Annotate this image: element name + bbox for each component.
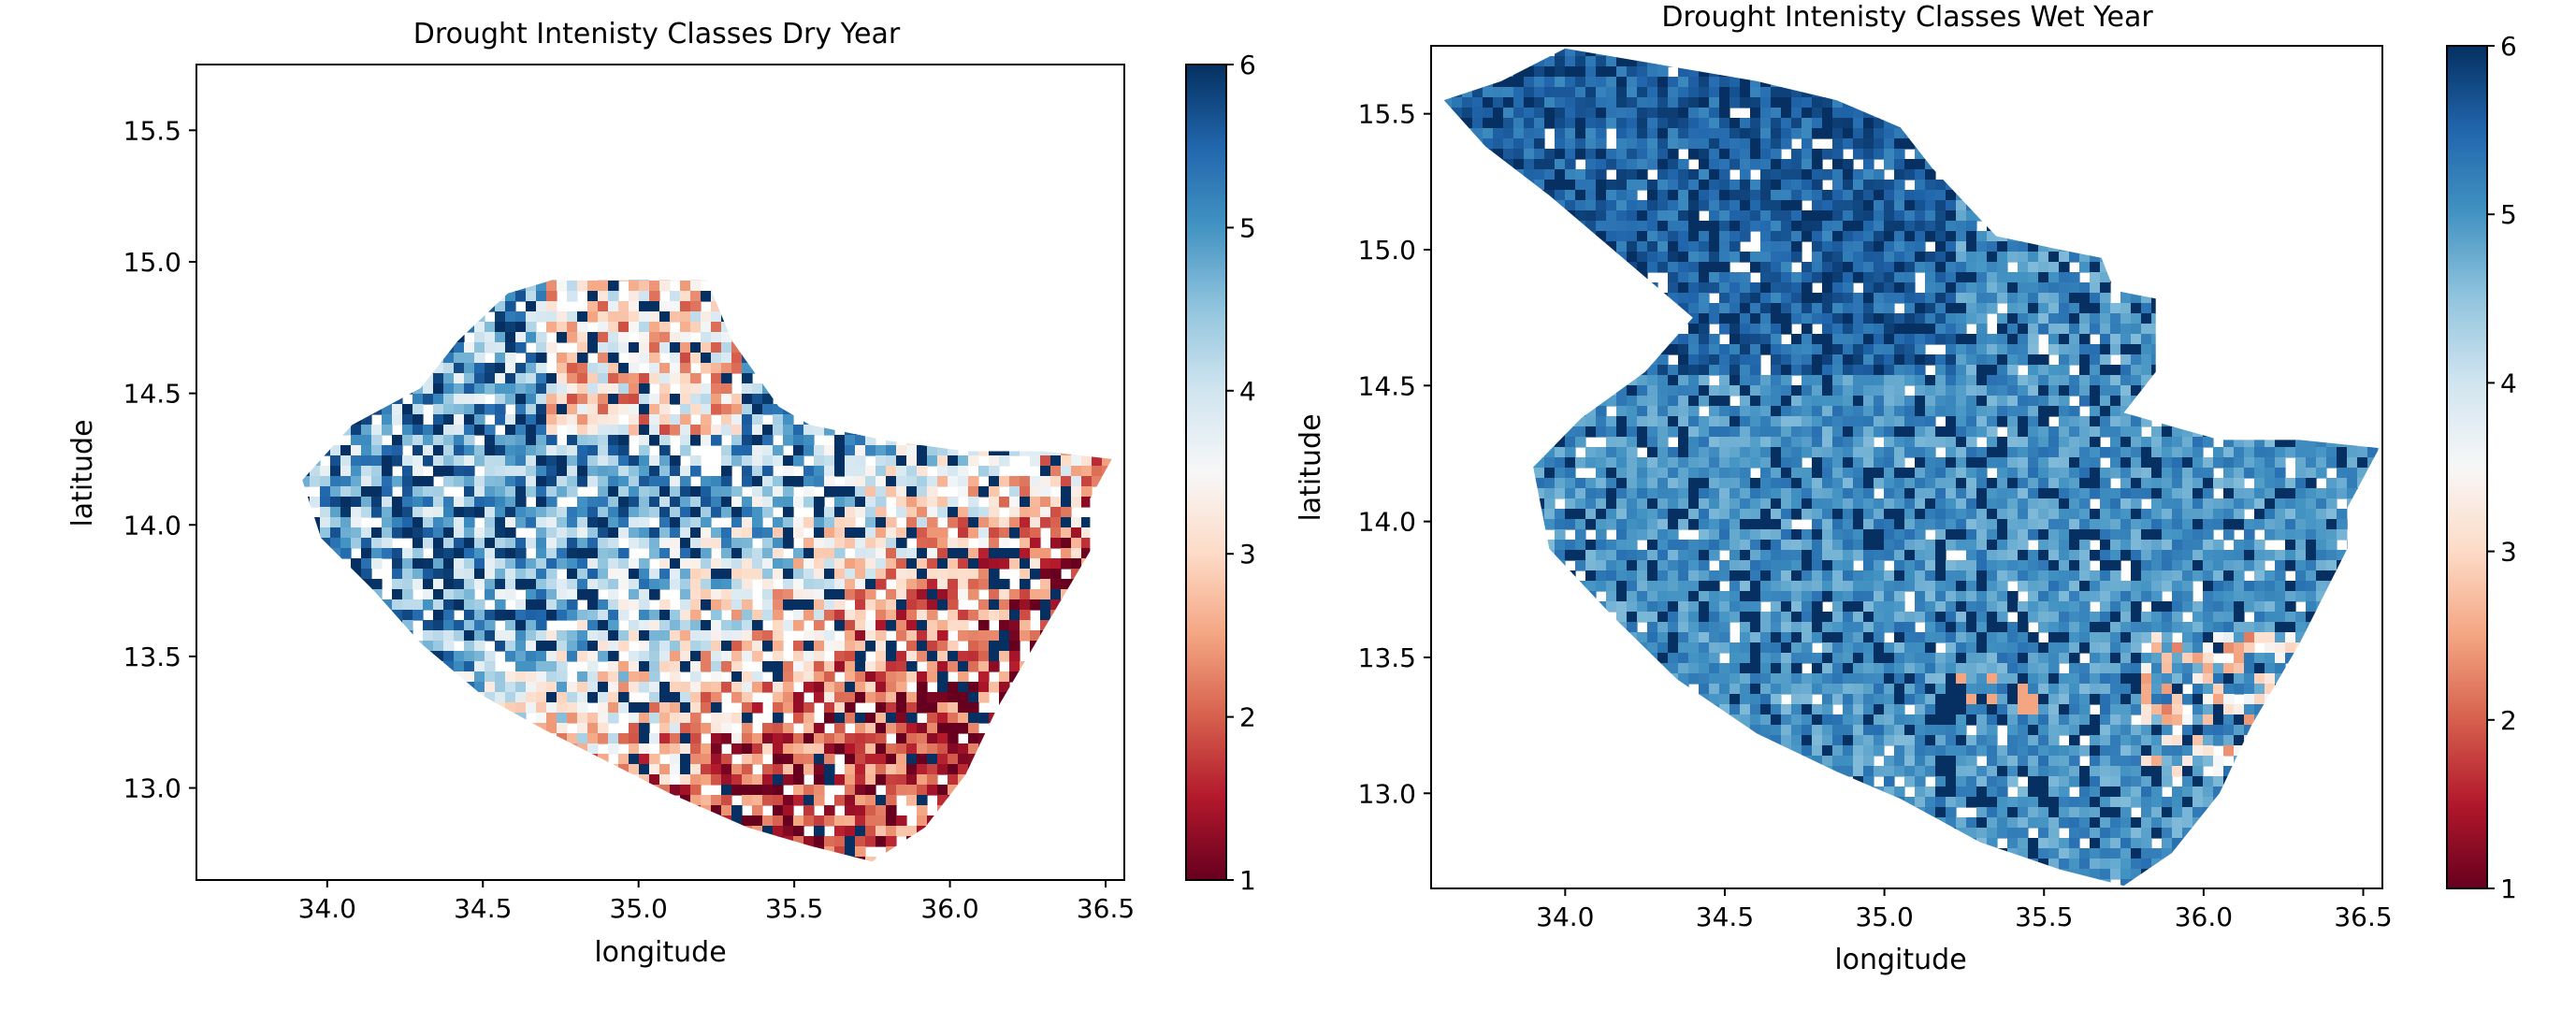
- x-tick-label: 35.5: [2015, 902, 2073, 932]
- colorbar: 1 2 3 4 5 6: [1185, 50, 1256, 896]
- y-tick-label: 14.0: [1358, 507, 1416, 538]
- y-tick-label: 13.5: [123, 642, 181, 672]
- x-tick-label: 35.0: [610, 893, 668, 924]
- y-tick-label: 14.0: [123, 510, 181, 541]
- y-tick-label: 15.0: [1358, 235, 1416, 266]
- y-tick-label: 13.0: [123, 773, 181, 804]
- x-axis: 34.0 34.5 35.0 35.5 36.0 36.5: [298, 880, 1135, 924]
- plot-frame: [1430, 45, 2383, 889]
- heatmap-area: [1443, 48, 2380, 887]
- y-tick-label: 13.5: [1358, 642, 1416, 673]
- x-tick-label: 35.0: [1855, 902, 1913, 932]
- colorbar-tick-label: 1: [1239, 865, 1256, 896]
- x-tick-label: 34.0: [1536, 902, 1594, 932]
- colorbar-tick-label: 5: [1239, 212, 1256, 243]
- y-tick-label: 15.5: [1358, 99, 1416, 130]
- colorbar-ticks: 1 2 3 4 5 6: [1226, 50, 1256, 896]
- colorbar-tick-label: 2: [1239, 702, 1256, 733]
- x-tick-label: 35.5: [765, 893, 823, 924]
- x-tick-label: 36.0: [920, 893, 978, 924]
- x-tick-label: 34.0: [298, 893, 356, 924]
- y-tick-label: 15.5: [123, 115, 181, 146]
- colorbar-tick-label: 3: [1239, 539, 1256, 570]
- colorbar-tick-label: 4: [2500, 368, 2517, 398]
- colorbar-tick-label: 4: [1239, 376, 1256, 407]
- x-tick-label: 36.0: [2175, 902, 2233, 932]
- colorbar-tick-label: 1: [2500, 873, 2517, 904]
- y-axis: 13.0 13.5 14.0 14.5 15.0 15.5: [123, 115, 196, 804]
- colorbar: 1 2 3 4 5 6: [2446, 31, 2517, 904]
- colorbar-tick-label: 3: [2500, 537, 2517, 568]
- x-tick-label: 34.5: [1696, 902, 1754, 932]
- wet-year-chart: Drought Intenisty Classes Wet Year 34.0 3…: [1295, 1, 2517, 976]
- colorbar-gradient: [1185, 64, 1227, 881]
- x-axis: 34.0 34.5 35.0 35.5 36.0 36.5: [1536, 888, 2393, 932]
- colorbar-tick-label: 5: [2500, 199, 2517, 230]
- x-tick-label: 36.5: [2334, 902, 2392, 932]
- y-axis-label: latitude: [1295, 413, 1327, 521]
- chart-title: Drought Intenisty Classes Wet Year: [1661, 1, 2153, 34]
- colorbar-tick-label: 2: [2500, 705, 2517, 736]
- colorbar-ticks: 1 2 3 4 5 6: [2487, 31, 2517, 904]
- colorbar-tick-label: 6: [2500, 31, 2517, 62]
- heatmap-area: [302, 280, 1112, 862]
- y-axis: 13.0 13.5 14.0 14.5 15.0 15.5: [1358, 99, 1431, 809]
- x-tick-label: 34.5: [454, 893, 512, 924]
- x-tick-label: 36.5: [1077, 893, 1135, 924]
- plot-frame: [195, 64, 1125, 881]
- dry-year-chart: Drought Intenisty Classes Dry Year 34.0 3…: [66, 18, 1256, 969]
- colorbar-gradient: [2446, 45, 2488, 889]
- x-axis-label: longitude: [594, 936, 726, 969]
- y-tick-label: 14.5: [123, 379, 181, 410]
- x-axis-label: longitude: [1834, 944, 1966, 976]
- y-tick-label: 14.5: [1358, 370, 1416, 401]
- y-axis-label: latitude: [66, 419, 99, 527]
- colorbar-tick-label: 6: [1239, 50, 1256, 80]
- y-tick-label: 15.0: [123, 247, 181, 278]
- chart-title: Drought Intenisty Classes Dry Year: [413, 18, 901, 50]
- y-tick-label: 13.0: [1358, 778, 1416, 809]
